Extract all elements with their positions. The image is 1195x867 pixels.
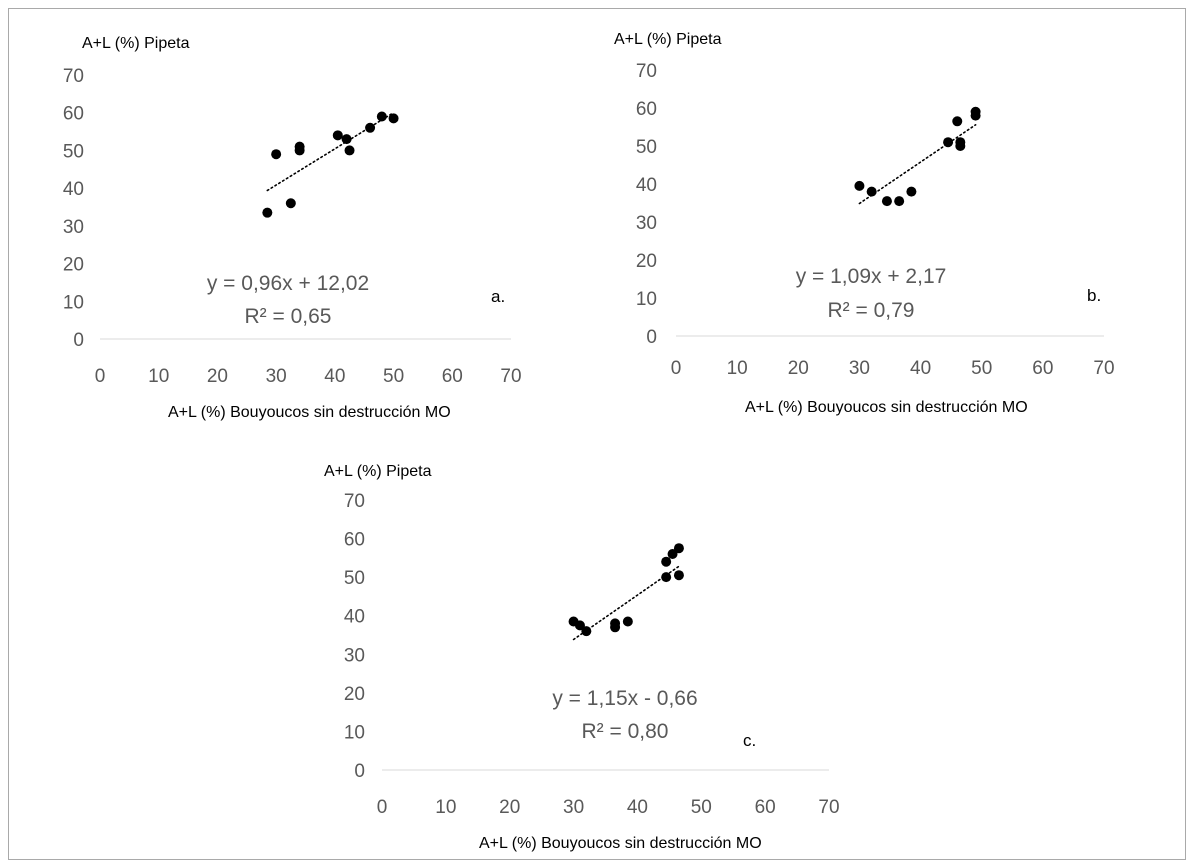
- data-point: [866, 186, 877, 197]
- x-tick-label: 60: [442, 366, 463, 387]
- x-tick-label: 40: [910, 358, 931, 379]
- y-tick-label: 50: [63, 141, 84, 162]
- x-tick-label: 10: [148, 366, 169, 387]
- x-tick-label: 40: [324, 366, 345, 387]
- data-point: [581, 626, 592, 637]
- data-point: [574, 620, 585, 631]
- r-squared-label: R² = 0,65: [245, 305, 332, 328]
- y-tick-label: 10: [636, 289, 657, 310]
- trendline: [858, 123, 977, 205]
- regression-equation: y = 0,96x + 12,02: [207, 272, 369, 295]
- x-axis-title: A+L (%) Bouyoucos sin destrucción MO: [168, 404, 451, 421]
- y-tick-label: 70: [636, 61, 657, 82]
- y-tick-label: 0: [73, 330, 84, 351]
- x-tick-label: 70: [500, 366, 521, 387]
- y-tick-label: 10: [344, 722, 365, 743]
- y-tick-label: 10: [63, 292, 84, 313]
- data-point: [667, 549, 678, 559]
- data-point: [344, 145, 355, 156]
- x-tick-label: 50: [383, 366, 404, 387]
- y-tick-label: 50: [636, 137, 657, 158]
- y-tick-label: 40: [344, 607, 365, 628]
- x-tick-label: 20: [499, 797, 520, 818]
- data-point: [610, 618, 621, 629]
- data-point: [673, 570, 684, 581]
- panel-label: c.: [743, 731, 756, 750]
- data-point: [622, 616, 633, 627]
- data-point: [906, 186, 917, 197]
- x-axis-title: A+L (%) Bouyoucos sin destrucción MO: [745, 399, 1028, 416]
- y-tick-label: 0: [354, 761, 365, 782]
- y-tick-label: 20: [636, 251, 657, 272]
- data-point: [285, 198, 296, 209]
- y-tick-label: 60: [344, 530, 365, 551]
- panel-label: b.: [1087, 286, 1101, 305]
- y-tick-label: 0: [646, 327, 657, 348]
- x-tick-label: 20: [207, 366, 228, 387]
- data-point: [955, 137, 966, 148]
- x-tick-label: 20: [788, 358, 809, 379]
- panel-label: a.: [491, 287, 505, 306]
- x-tick-label: 10: [727, 358, 748, 379]
- y-tick-label: 30: [636, 213, 657, 234]
- y-tick-label: 30: [63, 217, 84, 238]
- x-tick-label: 50: [971, 358, 992, 379]
- x-tick-label: 70: [818, 797, 839, 818]
- data-point: [388, 113, 399, 124]
- y-axis-title: A+L (%) Pipeta: [614, 31, 722, 48]
- data-point: [365, 122, 376, 133]
- x-tick-label: 60: [755, 797, 776, 818]
- data-point: [894, 196, 905, 207]
- x-tick-label: 0: [671, 358, 682, 379]
- x-tick-label: 30: [266, 366, 287, 387]
- x-tick-label: 10: [435, 797, 456, 818]
- data-point: [294, 141, 305, 152]
- data-point: [881, 196, 892, 207]
- x-tick-label: 30: [849, 358, 870, 379]
- x-axis-title: A+L (%) Bouyoucos sin destrucción MO: [479, 835, 762, 852]
- y-tick-label: 50: [344, 568, 365, 589]
- data-point: [943, 137, 954, 148]
- x-tick-label: 0: [95, 366, 106, 387]
- y-tick-label: 40: [636, 175, 657, 196]
- regression-equation: y = 1,09x + 2,17: [796, 265, 947, 288]
- data-point: [661, 572, 672, 583]
- data-point: [341, 134, 352, 145]
- x-tick-label: 40: [627, 797, 648, 818]
- data-point: [376, 111, 387, 122]
- y-tick-label: 70: [344, 491, 365, 512]
- y-tick-label: 60: [636, 99, 657, 120]
- r-squared-label: R² = 0,80: [582, 720, 669, 743]
- y-tick-label: 70: [63, 66, 84, 87]
- data-point: [332, 130, 343, 141]
- y-tick-label: 60: [63, 104, 84, 125]
- data-point: [262, 207, 273, 218]
- x-tick-label: 70: [1093, 358, 1114, 379]
- y-axis-title: A+L (%) Pipeta: [324, 463, 432, 480]
- trendline: [572, 565, 680, 641]
- regression-equation: y = 1,15x - 0,66: [552, 687, 697, 710]
- y-tick-label: 20: [63, 255, 84, 276]
- y-tick-label: 30: [344, 645, 365, 666]
- data-point: [673, 543, 684, 554]
- trendline: [266, 111, 395, 192]
- figure-frame: [8, 8, 1186, 860]
- y-axis-title: A+L (%) Pipeta: [82, 35, 190, 52]
- x-tick-label: 0: [377, 797, 388, 818]
- r-squared-label: R² = 0,79: [828, 299, 915, 322]
- y-tick-label: 40: [63, 179, 84, 200]
- x-tick-label: 60: [1032, 358, 1053, 379]
- data-point: [952, 116, 963, 127]
- y-tick-label: 20: [344, 684, 365, 705]
- data-point: [661, 556, 672, 567]
- data-point: [271, 149, 282, 160]
- x-tick-label: 50: [691, 797, 712, 818]
- x-tick-label: 30: [563, 797, 584, 818]
- data-point: [970, 106, 981, 117]
- data-point: [854, 180, 865, 191]
